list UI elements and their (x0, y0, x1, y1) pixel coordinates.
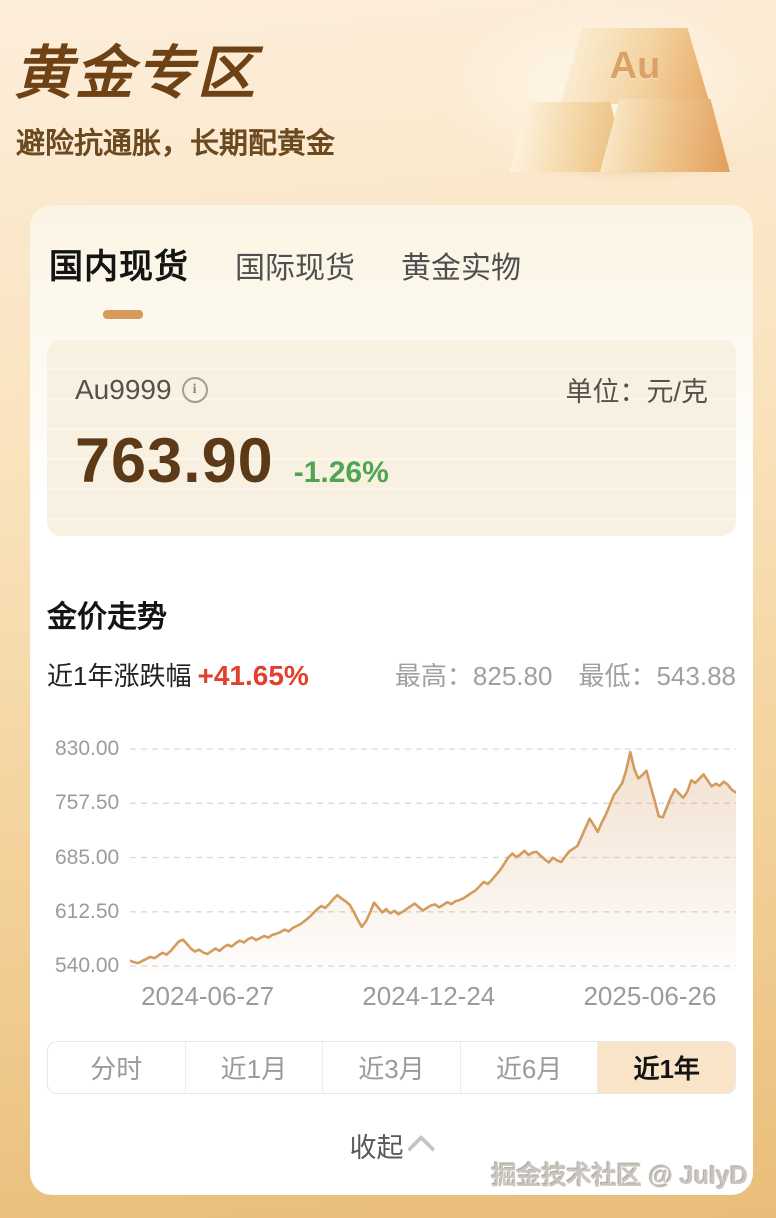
y-tick-label: 685.00 (55, 845, 120, 869)
info-icon[interactable]: i (181, 376, 208, 403)
quote-price: 763.90 (75, 426, 274, 496)
x-tick-label: 2024-12-24 (362, 981, 496, 1011)
x-tick-label: 2024-06-27 (141, 981, 275, 1011)
range-change: +41.65% (197, 660, 309, 691)
gold-bar-au-label: Au (609, 44, 661, 87)
quote-symbol: Au9999 (75, 373, 172, 405)
page-title: 黄金专区 (14, 41, 259, 106)
chart-area: 830.00 757.50 685.00 612.50 540.00 (47, 737, 736, 977)
high-label: 最高： (394, 661, 473, 691)
period-6months[interactable]: 近6月 (461, 1042, 599, 1093)
tab-international-spot[interactable]: 国际现货 (235, 252, 355, 285)
chevron-up-icon (406, 1134, 435, 1163)
active-tab-indicator (103, 310, 143, 319)
gold-bars-icon: Au (500, 0, 776, 185)
price-line-chart[interactable] (130, 741, 736, 973)
gold-bar-bottom-right (600, 99, 730, 172)
tab-physical-gold[interactable]: 黄金实物 (401, 252, 521, 285)
quote-unit-label: 单位：元/克 (565, 377, 708, 407)
trend-section-title: 金价走势 (47, 601, 167, 634)
low-value: 543.88 (656, 661, 736, 691)
x-tick-label: 2025-06-26 (583, 981, 717, 1011)
period-3months[interactable]: 近3月 (323, 1042, 461, 1093)
x-axis-labels: 2024-06-27 2024-12-24 2025-06-26 (130, 973, 736, 1015)
period-intraday[interactable]: 分时 (48, 1042, 186, 1093)
collapse-button[interactable]: 收起 (47, 1126, 736, 1165)
period-1month[interactable]: 近1月 (186, 1042, 324, 1093)
quote-panel: Au9999 i 单位：元/克 763.90 -1.26% (47, 340, 736, 536)
watermark: 掘金技术社区 @ JulyD (491, 1162, 748, 1190)
collapse-label: 收起 (349, 1133, 404, 1163)
quote-change: -1.26% (293, 456, 389, 489)
y-tick-label: 612.50 (55, 899, 120, 923)
y-tick-label: 757.50 (55, 791, 120, 815)
y-tick-label: 540.00 (55, 954, 120, 977)
gold-bar-top: Au (560, 28, 710, 104)
period-selector: 分时 近1月 近3月 近6月 近1年 (47, 1041, 736, 1094)
page-header: 黄金专区 避险抗通胀，长期配黄金 Au (0, 0, 776, 205)
tab-domestic-spot[interactable]: 国内现货 (49, 248, 189, 286)
range-label: 近1年涨跌幅 (47, 661, 192, 691)
period-1year[interactable]: 近1年 (598, 1042, 735, 1093)
page-subtitle: 避险抗通胀，长期配黄金 (16, 128, 336, 160)
low-label: 最低： (578, 661, 657, 691)
market-card: 国内现货 国际现货 黄金实物 Au9999 i 单位：元/克 763.90 -1… (30, 205, 753, 1195)
high-value: 825.80 (472, 661, 553, 691)
trend-stats-row: 近1年涨跌幅 +41.65% 最高：825.80 最低：543.88 (47, 656, 736, 693)
market-tabs: 国内现货 国际现货 黄金实物 (49, 239, 736, 288)
y-tick-label: 830.00 (55, 737, 120, 760)
